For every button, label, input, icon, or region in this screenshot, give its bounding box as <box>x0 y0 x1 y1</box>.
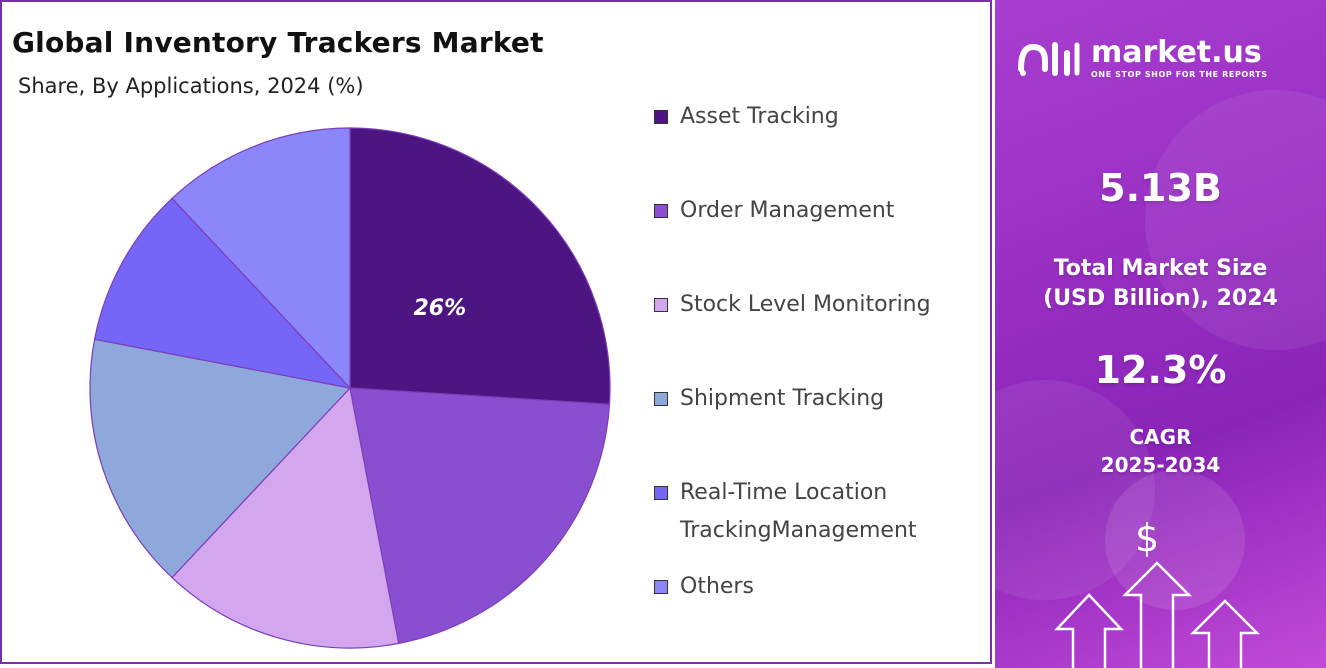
decor-circle <box>1105 470 1245 610</box>
legend-swatch <box>654 580 668 594</box>
cagr-value: 12.3% <box>1094 348 1227 392</box>
growth-arrows-icon <box>1054 561 1261 668</box>
pie-slice-order-management <box>349 387 611 645</box>
market-size-value: 5.13B <box>1099 166 1222 210</box>
pie-slice-shipment-tracking <box>89 338 352 579</box>
chart-title: Global Inventory Trackers Market <box>12 26 544 59</box>
legend-item: Real-Time Location TrackingManagement <box>654 474 917 550</box>
cagr-period: 2025-2034 <box>1100 453 1221 477</box>
legend-swatch <box>654 204 668 218</box>
legend-swatch <box>654 486 668 500</box>
legend-swatch <box>654 298 668 312</box>
dollar-icon: $ <box>1135 516 1160 560</box>
summary-panel: market.us ONE STOP SHOP FOR THE REPORTS … <box>995 0 1326 668</box>
chart-panel: Global Inventory Trackers Market Share, … <box>0 0 992 664</box>
market-size-label-line2: (USD Billion), 2024 <box>1043 286 1278 311</box>
chart-subtitle: Share, By Applications, 2024 (%) <box>18 74 364 98</box>
brand-logo-icon <box>1018 41 1080 76</box>
pie-slice-stock-level-monitoring <box>171 386 400 649</box>
pie-slice-others <box>171 127 351 390</box>
pie-data-label: 26% <box>413 296 466 321</box>
brand-tagline: ONE STOP SHOP FOR THE REPORTS <box>1091 70 1268 79</box>
pie-slice-asset-tracking <box>349 127 611 405</box>
legend-label: Stock Level Monitoring <box>680 292 931 317</box>
legend-label: Others <box>680 574 754 599</box>
brand-name: market.us <box>1091 35 1262 70</box>
legend-label: Order Management <box>680 198 895 223</box>
legend-item: Others <box>654 568 754 606</box>
legend-label: Real-Time Location TrackingManagement <box>680 480 917 543</box>
market-size-label-line1: Total Market Size <box>1053 256 1268 281</box>
legend-item: Shipment Tracking <box>654 380 884 418</box>
legend-swatch <box>654 392 668 406</box>
legend-label: Shipment Tracking <box>680 386 885 411</box>
pie-slice-real-time-location-trackingmanagement <box>93 197 352 389</box>
brand-logo: market.us ONE STOP SHOP FOR THE REPORTS <box>1017 38 1268 79</box>
pie-chart: 26% <box>89 127 611 649</box>
cagr-label: CAGR <box>1129 425 1192 449</box>
legend-item: Stock Level Monitoring <box>654 286 931 324</box>
legend-item: Asset Tracking <box>654 98 839 136</box>
legend-item: Order Management <box>654 192 894 230</box>
legend-swatch <box>654 110 668 124</box>
legend-label: Asset Tracking <box>680 104 839 129</box>
